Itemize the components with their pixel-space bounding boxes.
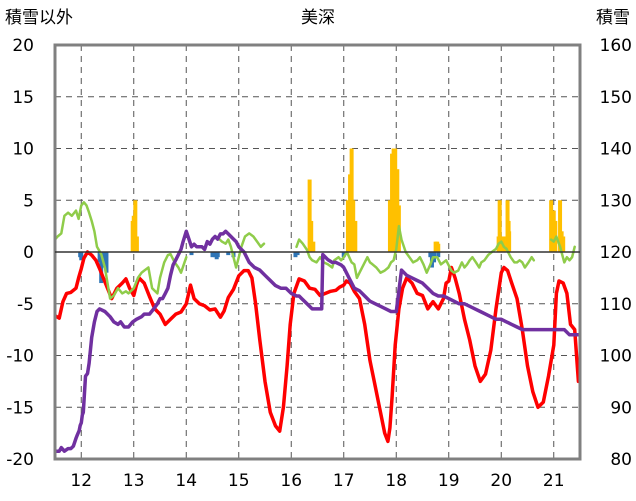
snowfall-bar — [189, 252, 194, 256]
x-tick-label: 16 — [280, 471, 302, 491]
y-right-tick-label: 130 — [600, 191, 632, 211]
snowfall-bar — [507, 231, 512, 252]
snowfall-bar — [341, 252, 346, 258]
snowfall-bar — [295, 252, 300, 256]
x-tick-label: 19 — [438, 471, 460, 491]
snowfall-bar — [393, 148, 398, 252]
gridlines — [55, 45, 580, 459]
y-right-tick-label: 120 — [600, 243, 632, 263]
x-tick-label: 12 — [70, 471, 92, 491]
snowfall-bar — [561, 236, 566, 252]
snowfall-bar — [309, 220, 314, 252]
y-left-tick-label: -5 — [17, 295, 34, 315]
snowfall-bar — [215, 252, 220, 258]
snowfall-bar — [226, 252, 231, 256]
y-left-tick-label: 20 — [12, 36, 34, 56]
y-left-tick-label: 0 — [23, 243, 34, 263]
y-right-tick-label: 150 — [600, 88, 632, 108]
x-tick-label: 20 — [490, 471, 512, 491]
right-axis-label: 積雪 — [596, 8, 630, 28]
snowfall-bar — [210, 252, 215, 258]
y-left-tick-label: 5 — [23, 191, 34, 211]
x-tick-label: 21 — [543, 471, 565, 491]
x-tick-label: 17 — [333, 471, 355, 491]
series-line-0 — [54, 250, 581, 444]
snowfall-bar — [351, 200, 356, 252]
y-right-tick-label: 110 — [600, 295, 632, 315]
y-left-tick-label: -10 — [6, 347, 34, 367]
snowfall-bar — [549, 200, 554, 252]
x-tick-label: 18 — [385, 471, 407, 491]
series-line-1 — [216, 232, 266, 269]
snowfall-bar — [558, 200, 563, 252]
y-right-tick-label: 80 — [610, 450, 632, 470]
series-line-1 — [295, 224, 536, 280]
y-left-tick-label: 10 — [12, 140, 34, 160]
snowfall-bar — [99, 252, 104, 284]
snowfall-bar — [387, 200, 392, 252]
snowfall-bar — [307, 179, 312, 252]
snowfall-bar — [436, 243, 441, 252]
snowfall-bar — [293, 252, 298, 258]
snowfall-bar — [134, 236, 139, 252]
snowfall-bar — [436, 252, 441, 258]
snowfall-bar — [353, 220, 358, 252]
snowfall-bar — [345, 200, 350, 252]
series-line-2 — [54, 229, 581, 453]
chart-title: 美深 — [301, 8, 335, 28]
snowfall-bar — [104, 252, 109, 273]
y-left-tick-label: -20 — [6, 450, 34, 470]
y-right-tick-label: 160 — [600, 36, 632, 56]
x-tick-label: 13 — [123, 471, 145, 491]
y-left-tick-label: 15 — [12, 88, 34, 108]
series-line-1 — [549, 235, 576, 264]
x-tick-label: 14 — [175, 471, 197, 491]
line-layer — [53, 201, 581, 453]
snowfall-bar — [133, 200, 138, 252]
x-tick-label: 15 — [228, 471, 250, 491]
snowfall-bar — [497, 200, 502, 252]
y-left-tick-label: -15 — [6, 398, 34, 418]
snowfall-bar — [311, 241, 316, 252]
y-right-tick-label: 90 — [610, 398, 632, 418]
tick-labels: 20 15 10 5 0 -5 -10 -15 -20 160 150 140 130 120 110 100… — [6, 36, 632, 491]
left-axis-label: 積雪以外 — [5, 8, 73, 28]
y-right-tick-label: 100 — [600, 347, 632, 367]
snowfall-bar — [79, 252, 84, 261]
series-line-1 — [53, 201, 188, 300]
y-right-tick-label: 140 — [600, 140, 632, 160]
